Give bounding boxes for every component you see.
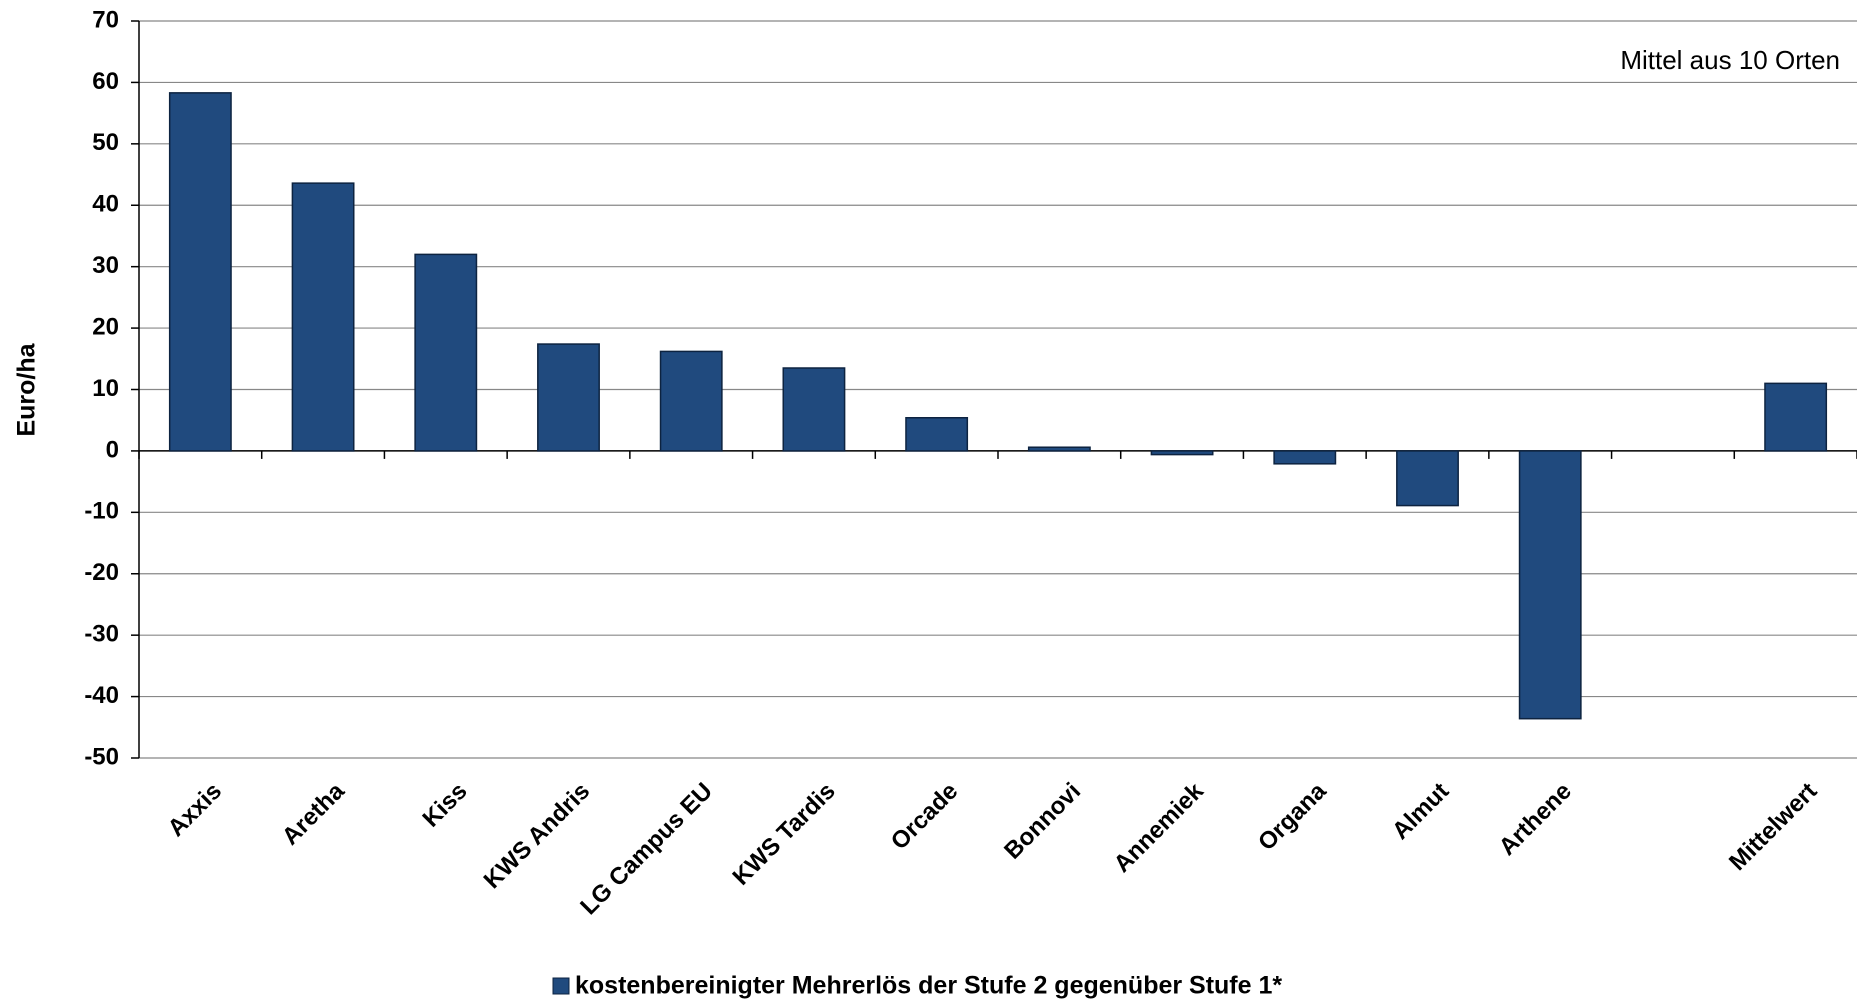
x-tick-label: Mittelwert [1724,778,1822,876]
bar [1150,450,1214,456]
y-tick-label: -30 [84,621,119,648]
bar [168,92,232,452]
x-tick-label: KWS Tardis [728,778,841,891]
x-tick-label: Bonnovi [999,778,1086,865]
bar [1273,450,1337,465]
y-tick-label: -10 [84,498,119,525]
bar [782,367,846,452]
x-tick-label: LG Campus EU [575,778,718,921]
x-tick-label: Kiss [418,778,473,833]
y-tick-label: 10 [92,375,119,402]
x-tick-label: Axxis [163,778,227,842]
bar [905,417,969,452]
x-tick-label: KWS Andris [479,778,596,895]
y-tick-label: -40 [84,682,119,709]
bar [1518,450,1582,720]
x-tick-label: Aretha [277,777,350,850]
annotation: Mittel aus 10 Orten [1620,45,1840,75]
y-tick-label: 60 [92,68,119,95]
y-tick-label: -20 [84,559,119,586]
y-tick-label: 0 [106,436,119,463]
x-tick-label: Orcade [886,778,964,856]
y-tick-label: 70 [92,6,119,33]
y-tick-label: 50 [92,129,119,156]
y-axis-label: Euro/ha [13,342,41,436]
y-tick-label: -50 [84,743,119,770]
x-tick-label: Arthene [1494,778,1577,861]
y-tick-label: 30 [92,252,119,279]
bar [537,343,600,452]
y-tick-label: 40 [92,191,119,218]
bar [1764,382,1828,452]
x-tick-label: Organa [1253,777,1332,856]
bar [1396,450,1459,507]
legend-label: kostenbereinigter Mehrerlös der Stufe 2 … [575,972,1282,1000]
y-tick-label: 20 [92,313,119,340]
bar [659,350,723,452]
x-tick-label: Annemiek [1109,777,1210,878]
legend-swatch [552,977,570,995]
x-tick-label: Almut [1387,778,1454,845]
bar [414,253,478,452]
bar [1027,446,1091,452]
bar [291,182,355,452]
